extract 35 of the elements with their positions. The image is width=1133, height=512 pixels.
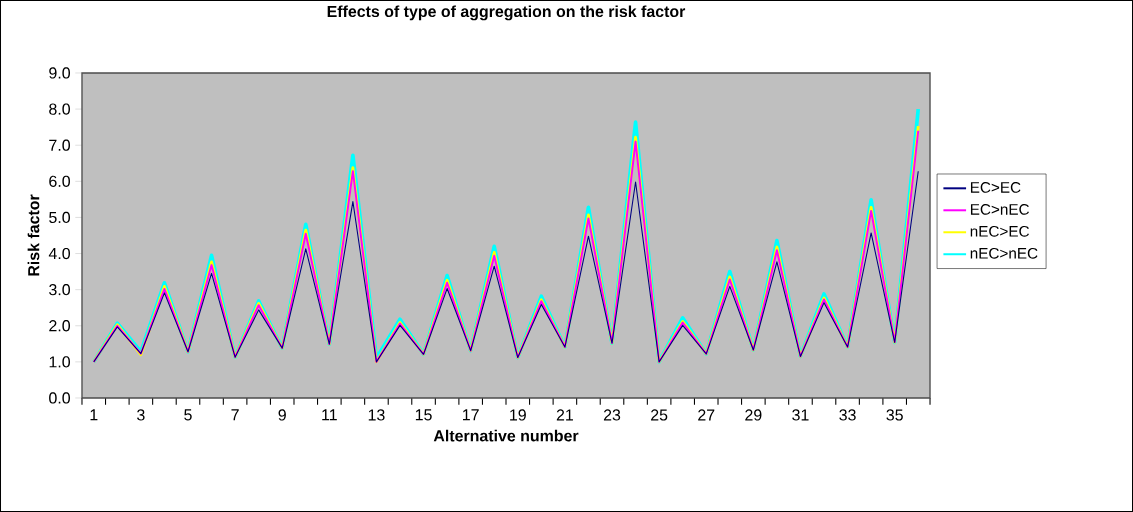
y-tick-label: 6.0 [49, 175, 70, 187]
y-tick-label: 8.0 [49, 103, 70, 115]
legend-label: EC>EC [970, 182, 1021, 193]
x-tick-label: 23 [603, 409, 621, 421]
y-tick-label: 9.0 [49, 67, 70, 79]
y-tick-label: 0.0 [49, 392, 70, 404]
x-tick-label: 19 [510, 409, 526, 421]
x-axis-title: Alternative number [433, 429, 579, 442]
y-tick-label: 3.0 [49, 284, 70, 296]
x-tick-label: 35 [886, 409, 903, 421]
x-tick-label: 5 [184, 409, 192, 421]
x-tick-label: 13 [368, 409, 385, 421]
y-tick-label: 4.0 [48, 247, 70, 260]
x-tick-label: 15 [415, 409, 432, 421]
x-tick-label: 21 [556, 409, 573, 421]
legend-label: EC>nEC [970, 203, 1029, 215]
y-axis-title: Risk factor [27, 194, 40, 276]
y-tick-label: 7.0 [49, 139, 70, 151]
x-tick-label: 33 [839, 409, 856, 421]
x-tick-label: 27 [698, 409, 715, 421]
y-tick-label: 5.0 [49, 211, 70, 224]
x-tick-label: 9 [278, 409, 286, 421]
x-tick-label: 7 [231, 409, 239, 421]
legend-label: nEC>EC [970, 225, 1029, 237]
y-tick-label: 1.0 [49, 356, 70, 368]
legend-label: nEC>nEC [970, 247, 1038, 259]
x-tick-label: 3 [137, 409, 145, 421]
x-tick-label: 29 [745, 409, 762, 421]
x-tick-label: 11 [322, 409, 337, 421]
x-tick-label: 25 [651, 409, 668, 421]
x-tick-label: 1 [90, 409, 98, 421]
x-tick-label: 17 [463, 409, 479, 421]
x-tick-label: 31 [792, 409, 809, 421]
y-tick-label: 2.0 [49, 320, 70, 332]
chart-title: Effects of type of aggregation on the risk factor [327, 5, 686, 21]
